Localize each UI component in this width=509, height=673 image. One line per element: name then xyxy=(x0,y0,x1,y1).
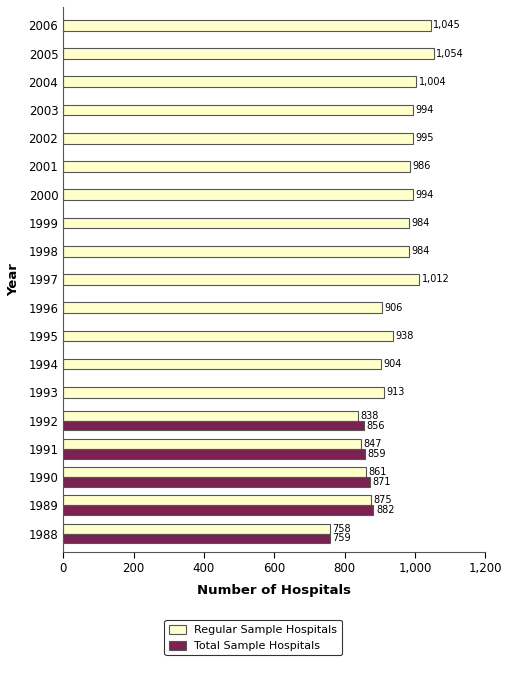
Text: 759: 759 xyxy=(332,534,351,544)
Text: 986: 986 xyxy=(412,162,431,172)
Bar xyxy=(63,77,416,87)
Text: 994: 994 xyxy=(415,190,434,200)
Bar xyxy=(63,302,382,313)
Text: 995: 995 xyxy=(416,133,434,143)
Bar xyxy=(63,495,371,505)
Text: 904: 904 xyxy=(384,359,402,369)
Text: 875: 875 xyxy=(374,495,392,505)
Bar xyxy=(63,161,410,172)
Text: 984: 984 xyxy=(412,218,430,228)
Text: 938: 938 xyxy=(395,331,414,341)
Text: 1,004: 1,004 xyxy=(419,77,446,87)
Bar xyxy=(63,387,384,398)
Text: 1,012: 1,012 xyxy=(421,275,449,285)
Bar xyxy=(63,477,370,487)
Bar xyxy=(63,104,413,115)
Text: 994: 994 xyxy=(415,105,434,115)
Bar xyxy=(63,439,361,449)
Text: 906: 906 xyxy=(384,303,403,313)
Bar xyxy=(63,189,413,200)
Text: 856: 856 xyxy=(367,421,385,431)
Text: 758: 758 xyxy=(332,524,351,534)
Bar xyxy=(63,449,365,459)
Bar xyxy=(63,411,358,421)
Bar xyxy=(63,20,431,31)
Bar xyxy=(63,534,330,543)
Bar xyxy=(63,48,434,59)
Text: 847: 847 xyxy=(363,439,382,449)
Text: 1,054: 1,054 xyxy=(436,48,464,59)
Bar xyxy=(63,274,419,285)
Bar xyxy=(63,421,364,431)
Bar xyxy=(63,133,413,143)
Text: 882: 882 xyxy=(376,505,394,516)
Text: 1,045: 1,045 xyxy=(433,20,461,30)
Text: 859: 859 xyxy=(368,449,386,459)
Bar xyxy=(63,330,393,341)
Text: 838: 838 xyxy=(360,411,379,421)
X-axis label: Number of Hospitals: Number of Hospitals xyxy=(197,583,351,596)
Bar xyxy=(63,359,381,369)
Bar xyxy=(63,246,409,256)
Text: 913: 913 xyxy=(387,388,405,397)
Text: 871: 871 xyxy=(372,477,390,487)
Bar xyxy=(63,467,366,477)
Bar xyxy=(63,505,374,515)
Bar xyxy=(63,524,330,534)
Legend: Regular Sample Hospitals, Total Sample Hospitals: Regular Sample Hospitals, Total Sample H… xyxy=(164,620,342,656)
Bar xyxy=(63,217,409,228)
Text: 861: 861 xyxy=(369,467,387,477)
Y-axis label: Year: Year xyxy=(7,263,20,296)
Text: 984: 984 xyxy=(412,246,430,256)
